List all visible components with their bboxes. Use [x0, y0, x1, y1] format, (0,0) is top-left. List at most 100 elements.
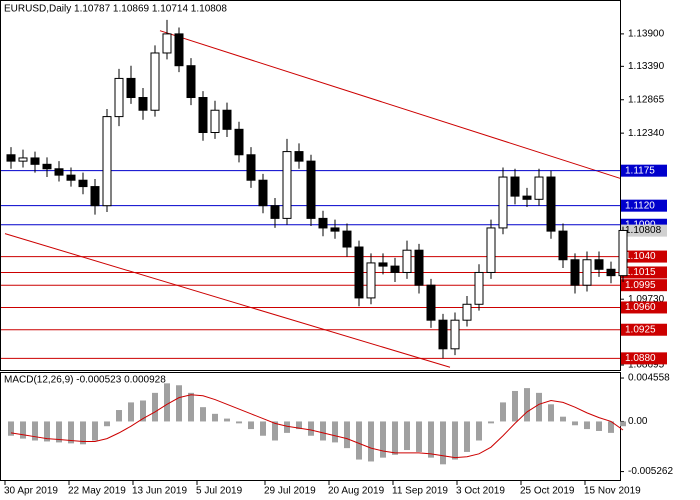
macd-bar — [572, 421, 578, 426]
x-tick-label: 22 May 2019 — [68, 486, 126, 497]
macd-bar — [260, 421, 266, 436]
macd-bar — [236, 421, 242, 424]
candle-body — [534, 176, 544, 200]
macd-tick-label: -0.005262 — [628, 466, 673, 477]
candle-body — [102, 116, 112, 207]
candle-body — [6, 154, 16, 162]
macd-bar — [104, 421, 110, 427]
x-tick-label: 5 Jul 2019 — [196, 486, 243, 497]
level-label-box — [621, 250, 667, 263]
macd-bar — [20, 421, 26, 439]
candle-body — [618, 229, 628, 277]
macd-bar — [620, 421, 626, 427]
macd-signal — [10, 394, 624, 459]
candle-body — [138, 97, 148, 111]
macd-bar — [272, 421, 278, 441]
macd-bar — [584, 421, 590, 430]
x-tick-label: 20 Aug 2019 — [328, 486, 385, 497]
macd-bar — [404, 421, 410, 451]
macd-bar — [596, 421, 602, 431]
candle-body — [18, 157, 28, 162]
level-label: 1.1175 — [625, 165, 655, 176]
macd-bar — [8, 421, 14, 436]
candle-body — [234, 128, 244, 156]
y-tick-label: 1.08695 — [628, 360, 665, 371]
level-label-box — [621, 301, 667, 314]
macd-bar — [608, 421, 614, 433]
level-label-box — [621, 266, 667, 279]
candle-body — [450, 319, 460, 350]
level-label: 1.1040 — [625, 251, 656, 262]
macd-bar — [488, 421, 494, 424]
macd-bar — [536, 392, 542, 422]
candle-body — [606, 268, 616, 277]
macd-bar — [176, 385, 182, 422]
candle-body — [366, 262, 376, 299]
candle-body — [114, 77, 124, 118]
y-tick-label: 1.12865 — [628, 94, 665, 105]
candle-body — [522, 195, 532, 200]
x-tick-label: 13 Jun 2019 — [132, 486, 187, 497]
candle-body — [42, 163, 52, 170]
candle-body — [414, 249, 424, 286]
candle-body — [150, 52, 160, 111]
macd-bar — [212, 413, 218, 422]
macd-bar — [560, 416, 566, 422]
candle-body — [558, 230, 568, 261]
macd-bar — [392, 421, 398, 455]
candle-body — [54, 168, 64, 176]
macd-bar — [224, 418, 230, 422]
macd-bar — [368, 421, 374, 462]
candle-body — [222, 109, 232, 130]
macd-bar — [524, 388, 530, 422]
y-tick-label: 1.12340 — [628, 128, 665, 139]
candle-body — [174, 33, 184, 67]
macd-bar — [548, 404, 554, 422]
macd-bar — [116, 410, 122, 422]
candle-body — [318, 217, 328, 229]
candle-body — [426, 284, 436, 321]
x-tick-label: 29 Jul 2019 — [264, 486, 316, 497]
level-label: 1.0995 — [625, 280, 656, 291]
candle-body — [198, 97, 208, 134]
macd-bar — [44, 421, 50, 442]
candle-body — [510, 176, 520, 197]
trend-line — [4, 233, 451, 368]
candle-body — [270, 205, 280, 219]
candle-body — [378, 262, 388, 267]
x-tick-label: 3 Oct 2019 — [456, 486, 505, 497]
macd-bar — [332, 421, 338, 443]
macd-bar — [512, 390, 518, 422]
candle-body — [210, 109, 220, 134]
macd-bar — [80, 421, 86, 445]
chart-title: EURUSD,Daily 1.10787 1.10869 1.10714 1.1… — [4, 4, 227, 15]
level-label-box — [621, 199, 667, 212]
macd-bar — [284, 421, 290, 433]
candle-body — [582, 259, 592, 286]
candle-body — [570, 259, 580, 286]
candle-body — [282, 151, 292, 219]
candle-body — [546, 176, 556, 232]
candle-body — [498, 176, 508, 229]
macd-bar — [380, 421, 386, 458]
level-label-box — [621, 352, 667, 365]
candle-body — [78, 179, 88, 188]
level-label: 1.1120 — [625, 200, 655, 211]
macd-bar — [452, 421, 458, 460]
macd-bar — [356, 421, 362, 460]
candle-body — [474, 271, 484, 305]
candle-body — [354, 246, 364, 299]
macd-bar — [92, 421, 98, 441]
macd-bar — [464, 421, 470, 452]
macd-bar — [500, 402, 506, 422]
candle-body — [126, 77, 136, 99]
macd-bar — [296, 421, 302, 430]
macd-tick-label: 0.004558 — [628, 373, 670, 384]
y-tick-label: 1.13390 — [628, 61, 665, 72]
candle-body — [594, 259, 604, 270]
candle-body — [90, 186, 100, 207]
macd-bar — [56, 421, 62, 443]
trend-line — [159, 30, 621, 179]
macd-bar — [140, 400, 146, 422]
y-tick-label: 1.13900 — [628, 29, 665, 40]
